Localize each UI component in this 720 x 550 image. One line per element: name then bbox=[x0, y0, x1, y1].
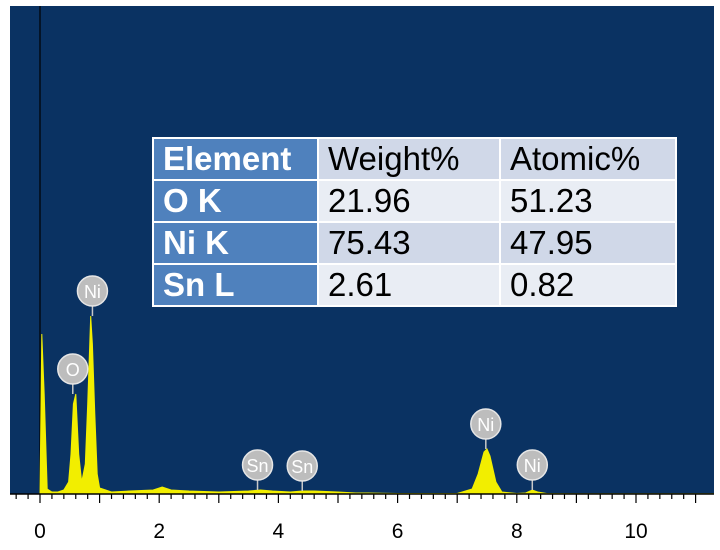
peak-label: Sn bbox=[286, 450, 318, 491]
peak-label-text: Ni bbox=[524, 456, 541, 476]
x-tick-label: 4 bbox=[273, 520, 285, 543]
peak-label: Sn bbox=[241, 449, 274, 490]
peak-label: O bbox=[57, 353, 89, 394]
row-element: Ni K bbox=[152, 221, 319, 265]
peak-label-badge bbox=[57, 353, 89, 385]
x-axis: 0 2 4 6 8 10 bbox=[10, 493, 714, 543]
peak-label-text: Ni bbox=[84, 282, 101, 302]
peak-label-badge bbox=[241, 449, 274, 481]
table-row: O K 21.96 51.23 bbox=[152, 179, 677, 223]
row-atomic: 47.95 bbox=[499, 221, 677, 265]
peak-label-badge bbox=[516, 449, 549, 481]
x-tick-label: 6 bbox=[392, 520, 404, 543]
peak-label-text: O bbox=[66, 360, 80, 380]
row-atomic: 0.82 bbox=[499, 263, 677, 307]
peak-label-text: Ni bbox=[477, 415, 494, 435]
composition-table: Element Weight% Atomic% O K 21.96 51.23 … bbox=[152, 137, 677, 307]
row-weight: 2.61 bbox=[317, 263, 501, 307]
row-weight: 75.43 bbox=[317, 221, 501, 265]
x-tick-label: 10 bbox=[624, 520, 647, 543]
spectrum-series-0 bbox=[39, 315, 715, 495]
header-weight: Weight% bbox=[317, 137, 501, 181]
row-element: O K bbox=[152, 179, 319, 223]
x-tick-label: 2 bbox=[153, 520, 165, 543]
row-atomic: 51.23 bbox=[499, 179, 677, 223]
row-element: Sn L bbox=[152, 263, 319, 307]
peak-label-text: Sn bbox=[247, 456, 269, 476]
peak-label-text: Sn bbox=[291, 457, 313, 477]
peak-label: Ni bbox=[76, 275, 109, 316]
table-header-row: Element Weight% Atomic% bbox=[152, 137, 677, 181]
peak-label: Ni bbox=[470, 408, 502, 449]
peak-label: Ni bbox=[516, 449, 549, 490]
peak-label-badge bbox=[470, 408, 502, 440]
header-atomic: Atomic% bbox=[499, 137, 677, 181]
header-element: Element bbox=[152, 137, 319, 181]
spectrum-layer bbox=[39, 6, 715, 495]
x-tick-label: 8 bbox=[511, 520, 523, 543]
peak-label-badge bbox=[286, 450, 318, 482]
table-row: Sn L 2.61 0.82 bbox=[152, 263, 677, 307]
table-row: Ni K 75.43 47.95 bbox=[152, 221, 677, 265]
peak-label-badge bbox=[76, 275, 109, 307]
x-tick-label: 0 bbox=[34, 520, 46, 543]
peak-labels: O Ni Sn Sn Ni Ni bbox=[57, 275, 549, 491]
row-weight: 21.96 bbox=[317, 179, 501, 223]
